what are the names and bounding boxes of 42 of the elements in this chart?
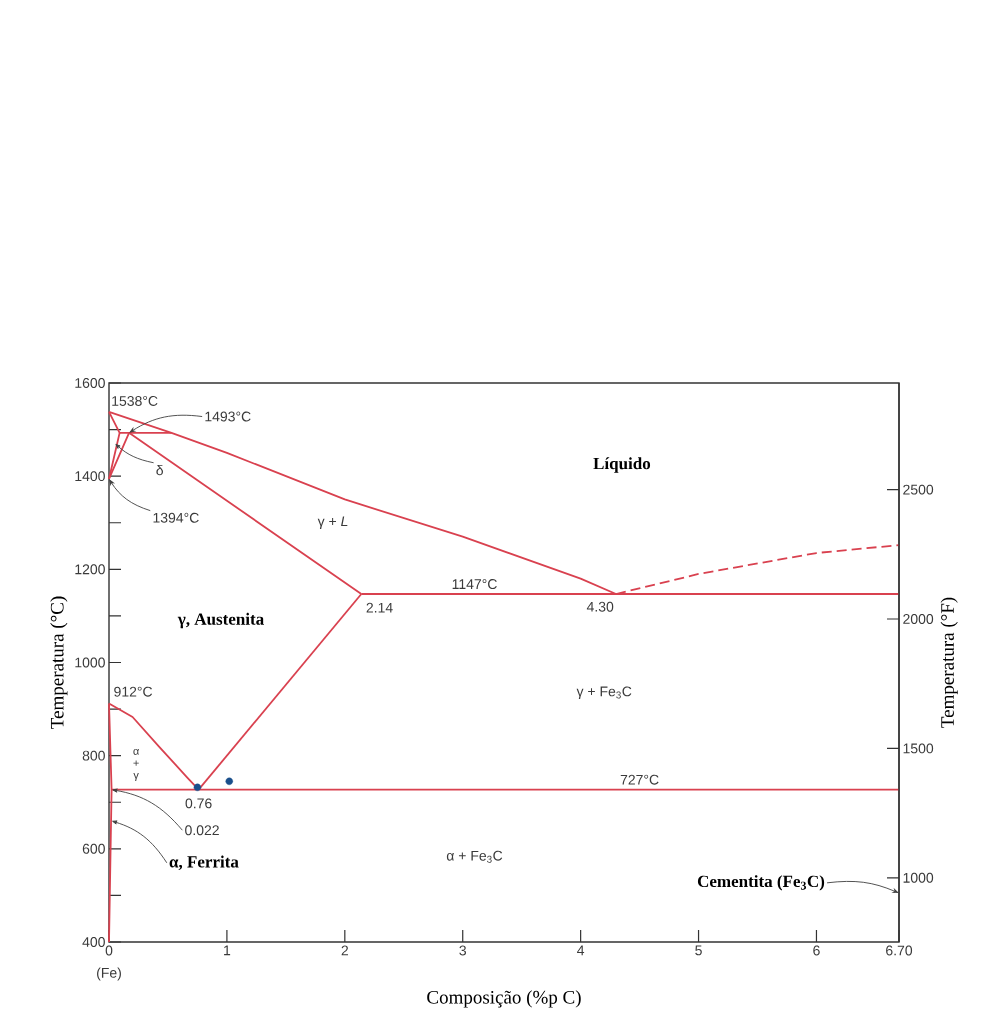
- x-tick-label: 1: [224, 945, 231, 956]
- x-tick-label: 6.70: [886, 945, 913, 956]
- annotation: 727°C: [620, 774, 659, 785]
- x-axis-title: Composição (%p C): [427, 990, 581, 1008]
- y2-tick-label: 1500: [903, 743, 934, 754]
- annotation: γ + L: [317, 516, 348, 530]
- annotation: 1394°C: [153, 512, 199, 523]
- annotation: 2.14: [366, 602, 393, 613]
- annotation: 1493°C: [205, 411, 251, 422]
- y-tick-label: 1000: [75, 657, 105, 668]
- annotation: α + Fe$_{3}$C: [446, 850, 503, 863]
- annotation: α, Ferrita: [169, 855, 239, 871]
- y2-tick-label: 1000: [903, 872, 934, 883]
- y-tick-label: 1200: [75, 564, 105, 575]
- x-tick-label: 3: [459, 945, 466, 956]
- annotation: γ + Fe$_{3}$C: [576, 686, 632, 700]
- y-tick-label: 1400: [75, 471, 105, 482]
- annotation: (Fe): [97, 967, 121, 981]
- annotation: α + γ: [133, 748, 139, 782]
- x-tick-label: 5: [695, 945, 702, 956]
- x-tick-label: 0: [105, 945, 113, 956]
- annotation: γ, Austenita: [177, 612, 264, 629]
- y-tick-label: 1600: [75, 378, 105, 388]
- annotation: Cementita (Fe$_{3}$C): [697, 875, 825, 891]
- annotation: 1538°C: [112, 396, 158, 406]
- annotation: 0.022: [185, 825, 219, 836]
- x-tick-label: 6: [813, 945, 820, 956]
- x-tick-label: 2: [341, 945, 349, 956]
- y2-tick-label: 2000: [903, 614, 934, 624]
- annotation: δ: [156, 464, 163, 476]
- y2-axis-title: Temperatura (°F): [940, 597, 958, 728]
- annotation: 1147°C: [452, 579, 497, 590]
- annotation: 4.30: [586, 601, 614, 612]
- y-tick-label: 400: [82, 937, 105, 947]
- x-tick-label: 4: [577, 945, 585, 956]
- y-tick-label: 600: [82, 843, 105, 854]
- y2-tick-label: 2500: [903, 484, 934, 495]
- annotation: 0.76: [185, 798, 212, 809]
- y-axis-title: Temperatura (°C): [50, 596, 68, 729]
- y-tick-label: 800: [82, 750, 105, 761]
- annotation: 912°C: [114, 686, 153, 697]
- annotation: Líquido: [593, 457, 651, 473]
